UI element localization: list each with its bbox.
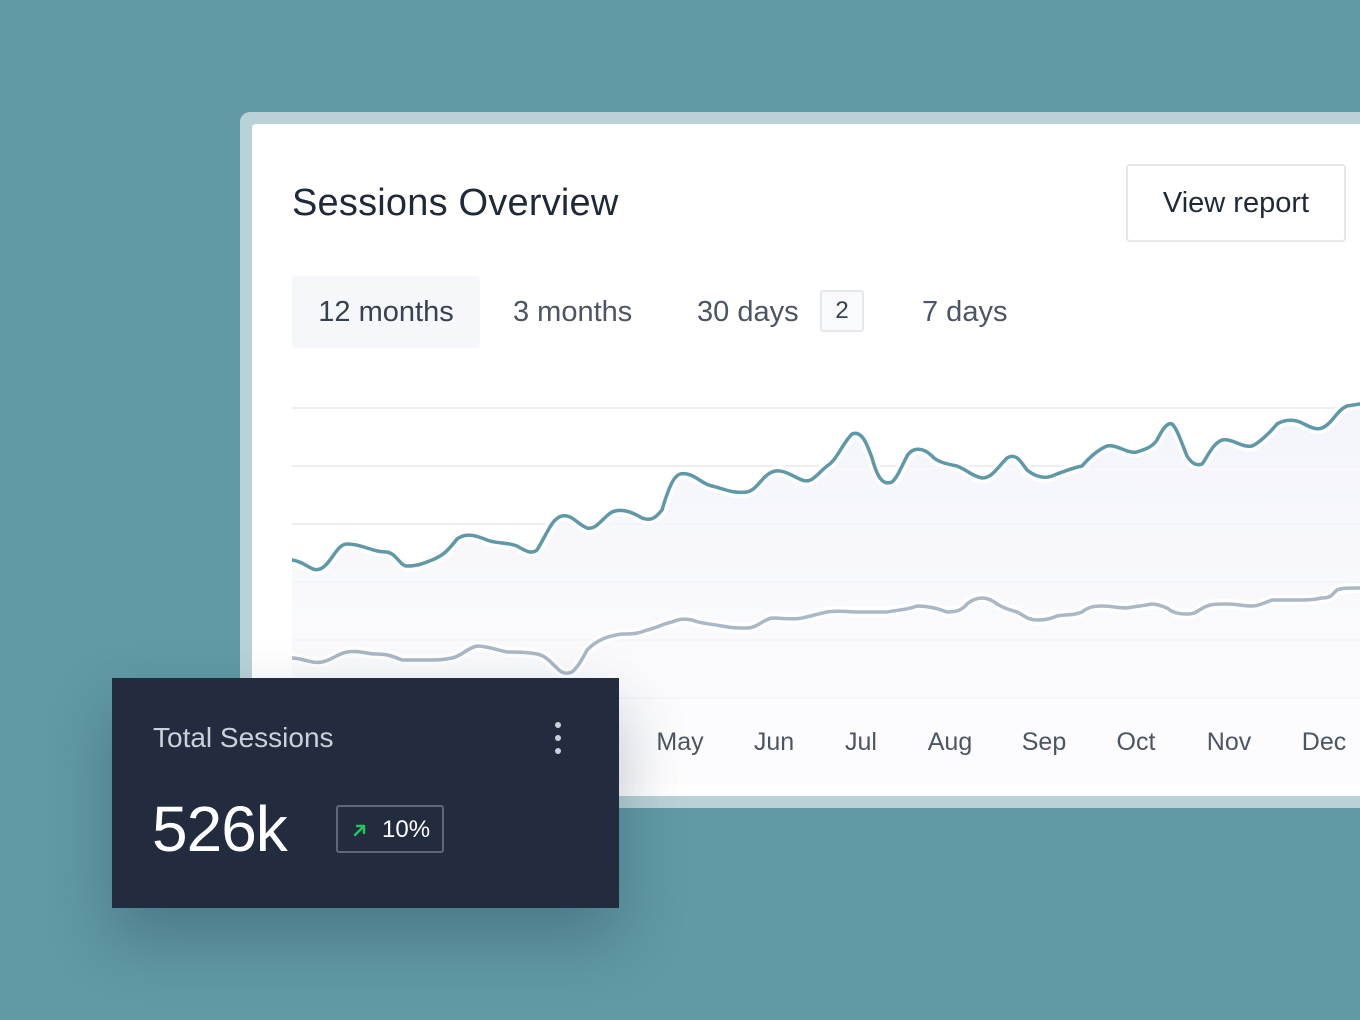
kebab-dot <box>555 722 561 728</box>
tab-7-days[interactable]: 7 days <box>922 296 1008 328</box>
total-sessions-value: 526k <box>152 793 288 865</box>
total-sessions-card: Total Sessions 526k 10% <box>112 678 619 908</box>
tab-30-days-badge: 2 <box>820 290 864 332</box>
trend-percentage: 10% <box>382 816 431 843</box>
kebab-dot <box>555 735 561 741</box>
x-axis-labels: May Jun Jul Aug Sep Oct Nov Dec <box>656 728 1346 756</box>
x-tick-label: Sep <box>1022 728 1066 756</box>
x-tick-label: Nov <box>1207 728 1252 756</box>
x-tick-label: Dec <box>1302 728 1346 756</box>
arrow-up-right-icon <box>353 824 366 837</box>
x-tick-label: Aug <box>928 728 972 756</box>
trend-badge: 10% <box>336 805 444 853</box>
tab-30-days[interactable]: 30 days <box>697 296 799 328</box>
x-tick-label: Oct <box>1117 728 1156 756</box>
more-vertical-icon[interactable] <box>548 720 568 756</box>
primary-series-line <box>292 402 1360 572</box>
view-report-button[interactable]: View report <box>1126 164 1346 242</box>
x-tick-label: Jun <box>754 728 794 756</box>
total-sessions-title: Total Sessions <box>153 722 334 753</box>
card-title: Sessions Overview <box>292 182 619 224</box>
secondary-series-line-stroke <box>292 586 1360 675</box>
x-tick-label: May <box>656 728 704 756</box>
tab-3-months[interactable]: 3 months <box>513 296 633 328</box>
tab-12-months[interactable]: 12 months <box>292 276 480 348</box>
kebab-dot <box>555 748 561 754</box>
x-tick-label: Jul <box>845 728 877 756</box>
sessions-overview-card: Sessions Overview View report 12 months … <box>252 124 1360 796</box>
